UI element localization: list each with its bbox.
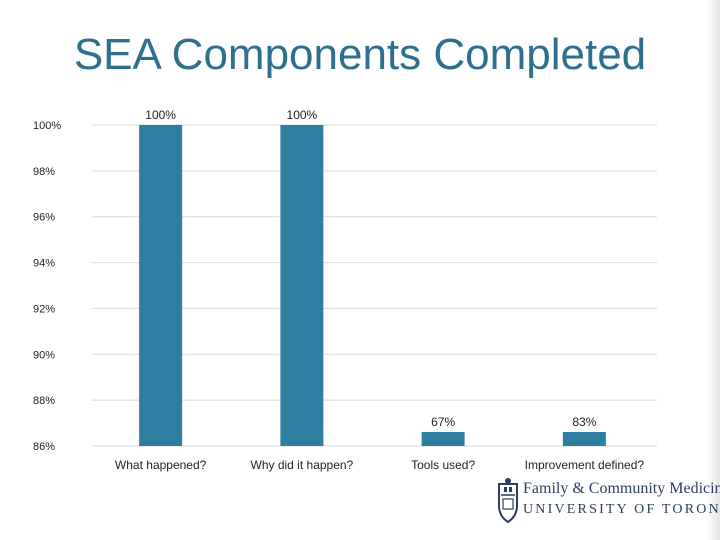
- bar: [421, 432, 465, 446]
- y-tick-label: 92%: [33, 303, 55, 315]
- data-label: 67%: [431, 415, 455, 429]
- chart-title: SEA Components Completed: [73, 30, 647, 79]
- university-logo: Family & Community Medicine UNIVERSITY O…: [497, 476, 720, 526]
- data-label: 100%: [145, 108, 176, 122]
- x-category-label: What happened?: [115, 458, 207, 472]
- x-category-label: Improvement defined?: [525, 458, 645, 472]
- y-tick-label: 94%: [33, 258, 55, 270]
- crest-icon: [498, 478, 518, 524]
- y-tick-label: 90%: [33, 349, 55, 361]
- y-tick-label: 98%: [33, 166, 55, 178]
- y-tick-label: 100%: [33, 120, 61, 132]
- y-tick-label: 96%: [33, 212, 55, 224]
- bar: [562, 432, 606, 446]
- y-tick-label: 86%: [33, 441, 55, 453]
- bar: [280, 125, 324, 446]
- x-category-label: Why did it happen?: [251, 458, 354, 472]
- logo-line-department: Family & Community Medicine: [523, 480, 720, 497]
- logo-line-university: UNIVERSITY OF TORONTO: [523, 502, 720, 517]
- bar: [139, 125, 183, 446]
- data-label: 83%: [572, 415, 596, 429]
- x-category-label: Tools used?: [411, 458, 475, 472]
- y-tick-label: 88%: [33, 395, 55, 407]
- edge-shadow: [706, 0, 720, 540]
- data-label: 100%: [287, 108, 318, 122]
